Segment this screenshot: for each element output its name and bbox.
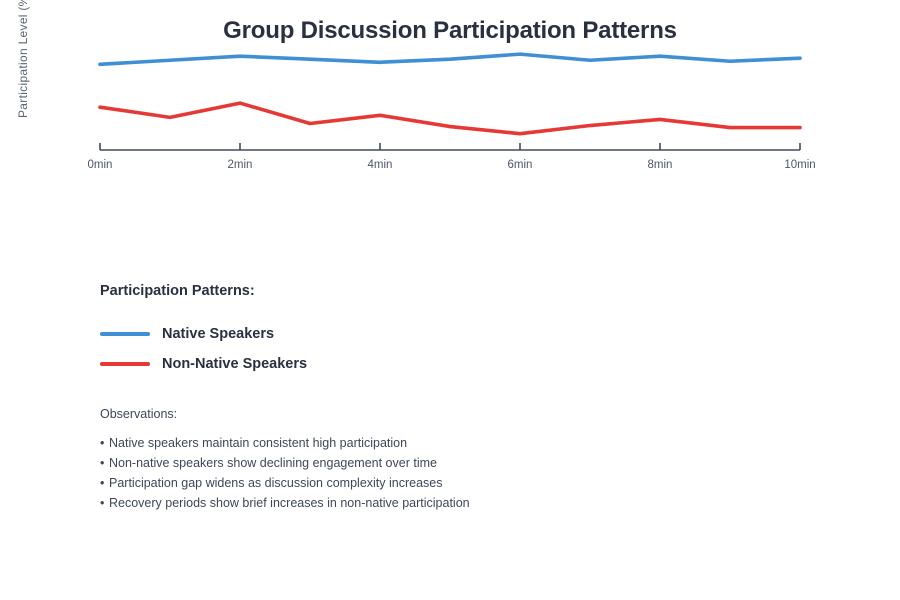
x-axis-tick-label: 10min: [784, 159, 816, 171]
observation-item: • Recovery periods show brief increases i…: [100, 493, 800, 513]
legend: Participation Patterns: Native Speakers …: [100, 283, 740, 379]
observations: Observations: • Native speakers maintain …: [100, 407, 800, 513]
observation-text: Participation gap widens as discussion c…: [109, 476, 443, 490]
page-title: Group Discussion Participation Patterns: [223, 17, 677, 44]
x-axis-tick-label: 0min: [87, 159, 113, 171]
legend-label-native: Native Speakers: [162, 326, 275, 342]
legend-color-swatch-native: [100, 332, 150, 336]
observation-text: Native speakers maintain consistent high…: [109, 436, 408, 450]
observation-text: Non-native speakers show declining engag…: [109, 456, 437, 470]
legend-heading: Participation Patterns:: [100, 283, 255, 299]
legend-color-swatch-non-native: [100, 362, 150, 366]
observation-item: • Non-native speakers show declining enga…: [100, 453, 800, 473]
x-axis-tick-label: 8min: [647, 159, 673, 171]
x-axis-tick-label: 2min: [227, 159, 253, 171]
line-chart-svg: [98, 52, 802, 151]
x-axis-tick-label: 4min: [367, 159, 393, 171]
x-axis-ticks: [99, 143, 801, 150]
observation-text: Recovery periods show brief increases in…: [109, 496, 470, 510]
x-axis-tick-label: 6min: [507, 159, 533, 171]
plot-area: 0min 2min 4min 6min 8min 10min: [0, 0, 900, 185]
observations-list: • Native speakers maintain consistent hig…: [100, 433, 800, 513]
observation-item: • Native speakers maintain consistent hig…: [100, 433, 800, 453]
legend-item-non-native-speakers[interactable]: Non-Native Speakers: [100, 349, 740, 379]
legend-item-native-speakers[interactable]: Native Speakers: [100, 319, 740, 349]
bullet-icon: •: [100, 456, 105, 470]
series-line-native-speakers: [98, 52, 802, 67]
bullet-icon: •: [100, 436, 105, 450]
series-line-non-native-speakers: [98, 101, 802, 136]
bullet-icon: •: [100, 476, 105, 490]
observation-item: • Participation gap widens as discussion …: [100, 473, 800, 493]
bullet-icon: •: [100, 496, 105, 510]
observations-heading: Observations:: [100, 407, 178, 421]
legend-label-non-native: Non-Native Speakers: [162, 356, 308, 372]
